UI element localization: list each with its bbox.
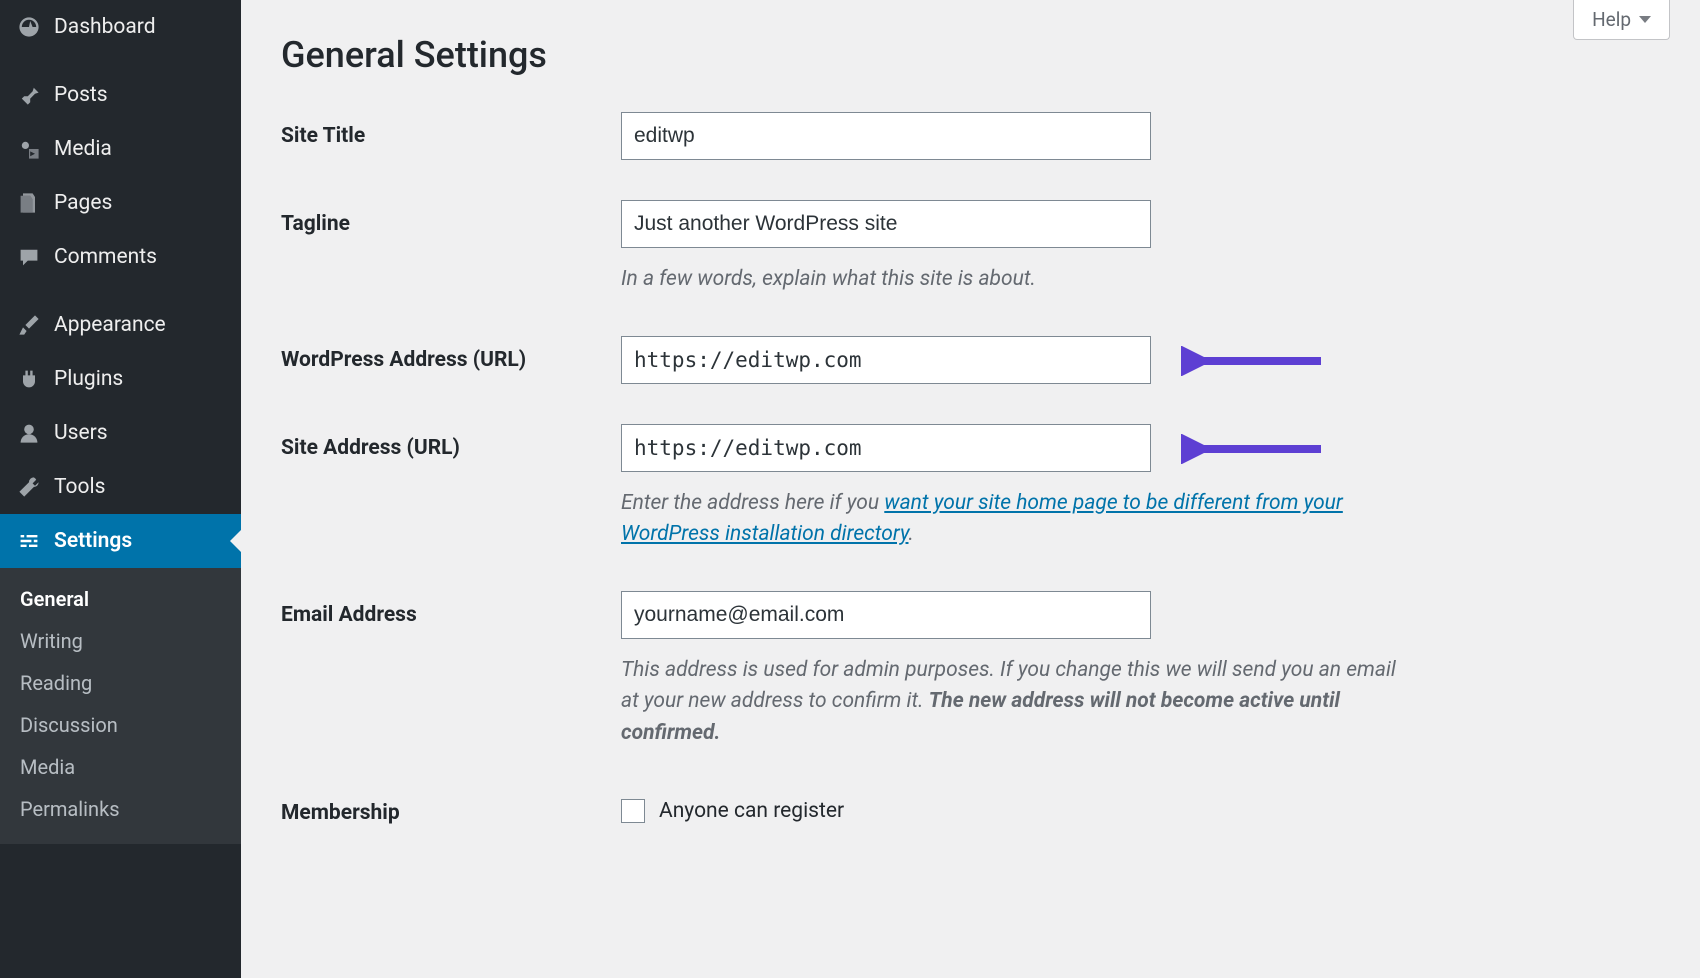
chevron-down-icon — [1639, 16, 1651, 23]
annotation-arrow-icon — [1181, 346, 1331, 376]
submenu-item-reading[interactable]: Reading — [0, 662, 241, 704]
sidebar-item-label: Media — [54, 137, 112, 161]
sidebar-item-appearance[interactable]: Appearance — [0, 298, 241, 352]
submenu-item-general[interactable]: General — [0, 578, 241, 620]
dashboard-icon — [14, 12, 44, 42]
submenu-item-discussion[interactable]: Discussion — [0, 704, 241, 746]
comment-icon — [14, 242, 44, 272]
membership-checkbox-label[interactable]: Anyone can register — [659, 799, 844, 823]
desc-text: Enter the address here if you — [621, 491, 884, 515]
sidebar-item-label: Settings — [54, 529, 132, 553]
sidebar-item-media[interactable]: Media — [0, 122, 241, 176]
admin-sidebar: Dashboard Posts Media Pages Comments — [0, 0, 241, 978]
submenu-item-media[interactable]: Media — [0, 746, 241, 788]
page-title: General Settings — [281, 34, 1670, 76]
help-label: Help — [1592, 8, 1631, 31]
wp-url-input[interactable] — [621, 336, 1151, 384]
sidebar-item-label: Users — [54, 421, 108, 445]
sidebar-item-label: Comments — [54, 245, 157, 269]
wrench-icon — [14, 472, 44, 502]
site-title-input[interactable] — [621, 112, 1151, 160]
site-url-input[interactable] — [621, 424, 1151, 472]
label-tagline: Tagline — [281, 200, 621, 236]
sidebar-item-settings[interactable]: Settings — [0, 514, 241, 568]
pin-icon — [14, 80, 44, 110]
email-input[interactable] — [621, 591, 1151, 639]
help-tab[interactable]: Help — [1573, 0, 1670, 40]
membership-checkbox[interactable] — [621, 799, 645, 823]
sidebar-item-label: Dashboard — [54, 15, 156, 39]
label-wp-url: WordPress Address (URL) — [281, 336, 621, 372]
sidebar-item-label: Plugins — [54, 367, 123, 391]
sidebar-item-label: Pages — [54, 191, 112, 215]
user-icon — [14, 418, 44, 448]
submenu-item-writing[interactable]: Writing — [0, 620, 241, 662]
sidebar-item-comments[interactable]: Comments — [0, 230, 241, 284]
tagline-description: In a few words, explain what this site i… — [621, 264, 1401, 296]
sidebar-item-dashboard[interactable]: Dashboard — [0, 0, 241, 54]
sidebar-item-label: Tools — [54, 475, 105, 499]
sidebar-item-label: Posts — [54, 83, 108, 107]
submenu-item-permalinks[interactable]: Permalinks — [0, 788, 241, 830]
media-icon — [14, 134, 44, 164]
pages-icon — [14, 188, 44, 218]
desc-text: . — [909, 522, 914, 546]
email-description: This address is used for admin purposes.… — [621, 655, 1401, 750]
label-site-title: Site Title — [281, 112, 621, 148]
sidebar-item-pages[interactable]: Pages — [0, 176, 241, 230]
label-email: Email Address — [281, 591, 621, 627]
plug-icon — [14, 364, 44, 394]
sidebar-item-posts[interactable]: Posts — [0, 68, 241, 122]
brush-icon — [14, 310, 44, 340]
tagline-input[interactable] — [621, 200, 1151, 248]
sidebar-item-tools[interactable]: Tools — [0, 460, 241, 514]
label-site-url: Site Address (URL) — [281, 424, 621, 460]
sliders-icon — [14, 526, 44, 556]
settings-submenu: General Writing Reading Discussion Media… — [0, 568, 241, 844]
sidebar-item-label: Appearance — [54, 313, 166, 337]
sidebar-item-plugins[interactable]: Plugins — [0, 352, 241, 406]
site-url-description: Enter the address here if you want your … — [621, 488, 1401, 551]
annotation-arrow-icon — [1181, 434, 1331, 464]
sidebar-item-users[interactable]: Users — [0, 406, 241, 460]
label-membership: Membership — [281, 789, 621, 825]
settings-main: Help General Settings Site Title Tagline… — [241, 0, 1700, 978]
